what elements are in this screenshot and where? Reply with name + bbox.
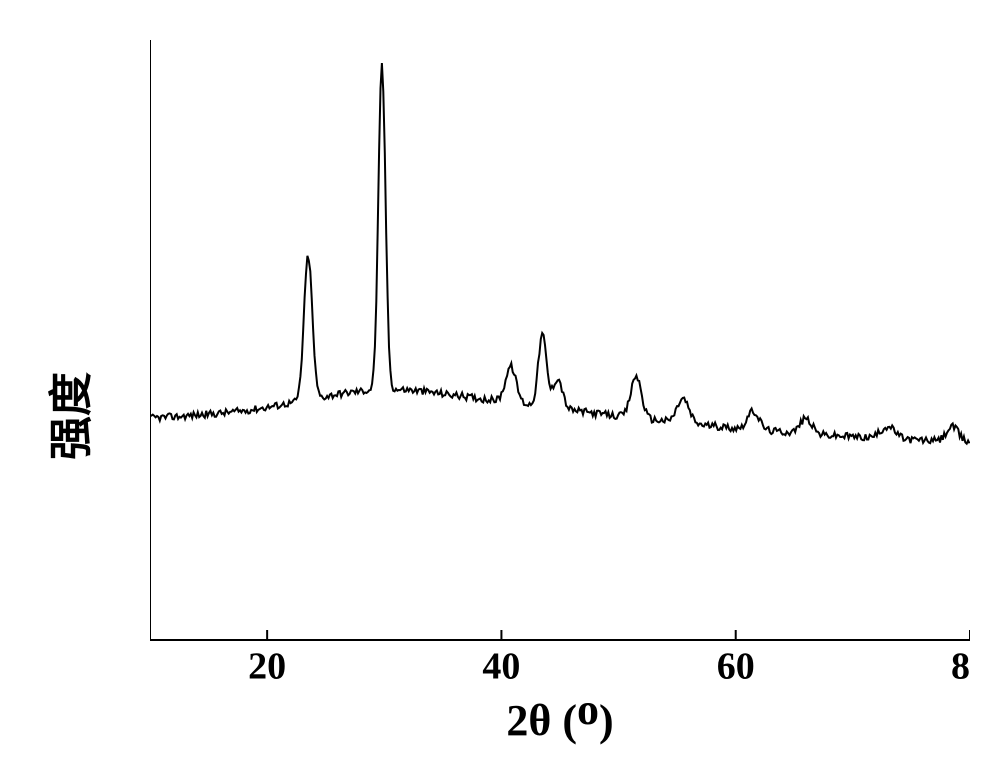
xrd-figure: 20 40 60 80 强度 2θ (o) (0, 0, 1000, 766)
xrd-trace (150, 63, 970, 444)
plot-area: 20 40 60 80 (150, 40, 970, 710)
x-tick-label: 60 (717, 645, 755, 687)
x-tick-label: 40 (482, 645, 520, 687)
x-axis-label: 2θ (o) (150, 695, 970, 746)
y-axis-label: 强度 (35, 372, 99, 460)
x-tick-label: 20 (248, 645, 286, 687)
x-tick-label: 80 (951, 645, 970, 687)
plot-svg: 20 40 60 80 (150, 40, 970, 710)
